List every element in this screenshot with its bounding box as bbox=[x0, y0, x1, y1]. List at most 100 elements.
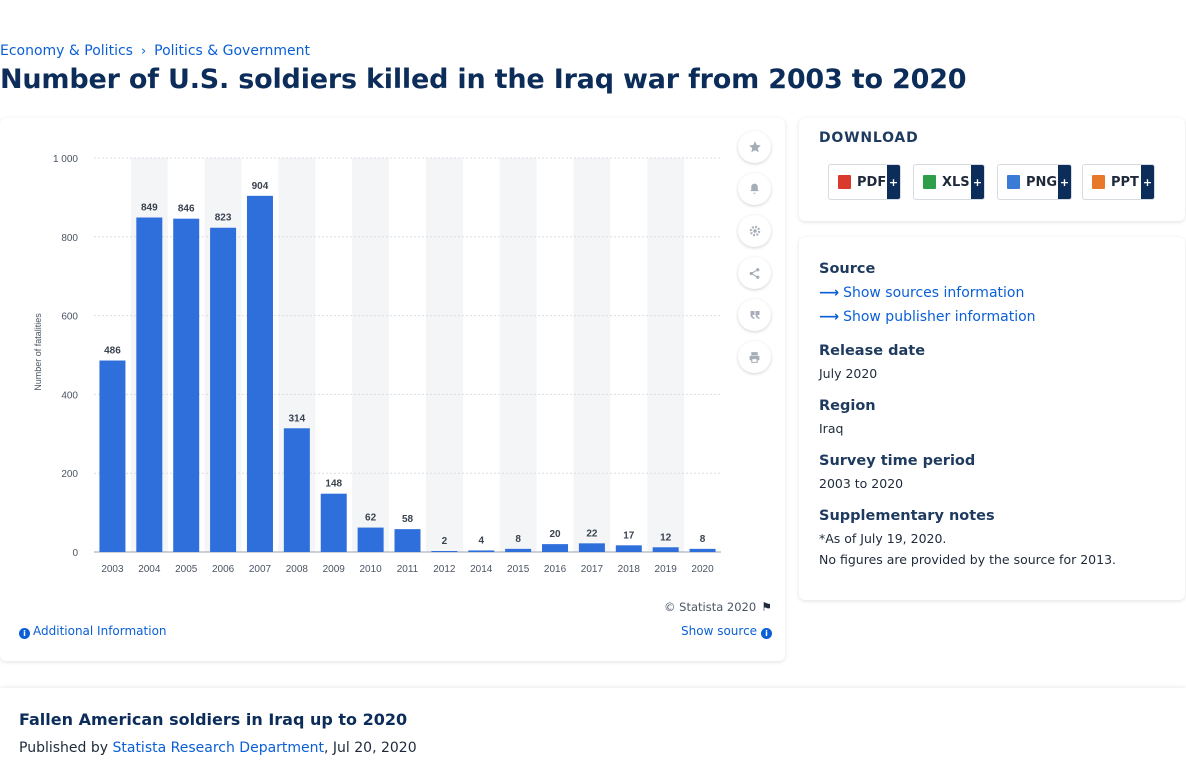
chart-band bbox=[499, 158, 537, 552]
supplementary-note-1: *As of July 19, 2020. bbox=[819, 531, 947, 546]
y-tick-label: 1 000 bbox=[53, 154, 78, 165]
flag-icon[interactable]: ⚑ bbox=[761, 600, 772, 614]
chart-band bbox=[425, 158, 463, 552]
published-by: Published by Statista Research Departmen… bbox=[19, 740, 417, 756]
show-sources-link[interactable]: ⟶ Show sources information bbox=[819, 285, 1024, 301]
survey-period-value: 2003 to 2020 bbox=[819, 476, 904, 491]
breadcrumb: Economy & Politics › Politics & Governme… bbox=[0, 43, 310, 59]
chart-band bbox=[647, 158, 685, 552]
breadcrumb-economy-politics[interactable]: Economy & Politics bbox=[0, 43, 133, 59]
bar-data-label: 904 bbox=[252, 181, 269, 192]
download-card: DOWNLOAD PDF + XLS + PNG + PPT + bbox=[799, 118, 1185, 221]
y-tick-label: 800 bbox=[61, 233, 78, 244]
x-tick-label: 2018 bbox=[618, 564, 641, 575]
y-tick-label: 400 bbox=[61, 390, 78, 401]
quote-icon bbox=[750, 311, 759, 319]
chart-bar bbox=[542, 544, 569, 552]
chart-bar bbox=[136, 217, 163, 552]
statistic-details-card: Source ⟶ Show sources information ⟶ Show p… bbox=[799, 237, 1185, 600]
ppt-file-icon bbox=[1092, 175, 1105, 189]
bar-data-label: 58 bbox=[402, 514, 414, 525]
chart-bar bbox=[320, 493, 347, 552]
x-tick-label: 2009 bbox=[323, 564, 346, 575]
pdf-file-icon bbox=[838, 175, 851, 189]
release-date-label: Release date bbox=[819, 343, 926, 359]
published-by-label: Published by bbox=[19, 740, 109, 756]
download-xls-button[interactable]: XLS + bbox=[913, 164, 985, 200]
x-tick-label: 2005 bbox=[175, 564, 198, 575]
x-tick-label: 2014 bbox=[470, 564, 493, 575]
x-tick-label: 2016 bbox=[544, 564, 567, 575]
publisher-link[interactable]: Statista Research Department bbox=[112, 740, 325, 756]
xls-plus-icon: + bbox=[971, 165, 984, 199]
download-ppt-label: PPT bbox=[1111, 174, 1139, 190]
supplementary-notes-label: Supplementary notes bbox=[819, 508, 995, 524]
show-sources-label: Show sources information bbox=[843, 285, 1025, 301]
bell-icon bbox=[750, 183, 759, 194]
x-tick-label: 2017 bbox=[581, 564, 604, 575]
favorite-button[interactable] bbox=[738, 131, 771, 163]
x-tick-label: 2003 bbox=[101, 564, 124, 575]
print-button[interactable] bbox=[738, 341, 771, 373]
chart-bar bbox=[357, 527, 384, 552]
gear-icon bbox=[749, 225, 760, 237]
x-tick-label: 2006 bbox=[212, 564, 235, 575]
chart-band bbox=[352, 158, 390, 552]
show-publisher-link[interactable]: ⟶ Show publisher information bbox=[819, 309, 1036, 325]
copyright-notice: © Statista 2020 ⚑ bbox=[664, 600, 772, 614]
pdf-plus-icon: + bbox=[887, 165, 900, 199]
download-ppt-button[interactable]: PPT + bbox=[1082, 164, 1155, 200]
x-tick-label: 2012 bbox=[433, 564, 456, 575]
bar-data-label: 20 bbox=[549, 529, 561, 540]
chart-bar bbox=[689, 548, 716, 552]
notification-button[interactable] bbox=[738, 173, 771, 205]
x-tick-label: 2019 bbox=[655, 564, 678, 575]
star-icon bbox=[748, 141, 761, 153]
bar-data-label: 22 bbox=[586, 528, 598, 539]
settings-button[interactable] bbox=[738, 215, 771, 247]
bar-data-label: 8 bbox=[515, 534, 521, 545]
cite-button[interactable] bbox=[738, 299, 771, 331]
chart-bar bbox=[210, 227, 237, 552]
png-file-icon bbox=[1007, 175, 1020, 189]
show-source-link[interactable]: Show source i bbox=[681, 624, 773, 639]
png-plus-icon: + bbox=[1058, 165, 1071, 199]
additional-info-link[interactable]: i Additional Information bbox=[19, 624, 167, 639]
download-pdf-button[interactable]: PDF + bbox=[828, 164, 901, 200]
show-publisher-label: Show publisher information bbox=[843, 309, 1036, 325]
bar-data-label: 486 bbox=[104, 346, 121, 357]
description-title: Fallen American soldiers in Iraq up to 2… bbox=[19, 710, 408, 729]
additional-info-label: Additional Information bbox=[33, 624, 167, 638]
bar-data-label: 148 bbox=[325, 479, 342, 490]
survey-period-label: Survey time period bbox=[819, 453, 976, 469]
breadcrumb-politics-government[interactable]: Politics & Government bbox=[154, 43, 310, 59]
chart-toolbar bbox=[738, 131, 771, 373]
show-source-label: Show source bbox=[681, 624, 758, 638]
share-button[interactable] bbox=[738, 257, 771, 289]
x-tick-label: 2011 bbox=[397, 564, 419, 575]
x-tick-label: 2008 bbox=[286, 564, 309, 575]
chart-bar bbox=[246, 195, 273, 552]
download-png-label: PNG bbox=[1026, 174, 1058, 190]
copyright-text: © Statista 2020 bbox=[664, 600, 757, 614]
info-icon: i bbox=[761, 628, 773, 639]
chart-bar bbox=[615, 545, 642, 552]
ppt-plus-icon: + bbox=[1141, 165, 1154, 199]
y-axis-label: Number of fatalities bbox=[33, 313, 43, 391]
chart-bar bbox=[578, 543, 605, 552]
chart-band bbox=[573, 158, 611, 552]
chart-bar bbox=[99, 360, 126, 552]
bar-data-label: 8 bbox=[700, 534, 706, 545]
download-png-button[interactable]: PNG + bbox=[997, 164, 1072, 200]
source-label: Source bbox=[819, 261, 876, 277]
chart-bar bbox=[468, 550, 495, 552]
arrow-right-icon: ⟶ bbox=[819, 285, 840, 301]
chart-bar bbox=[652, 547, 679, 552]
xls-file-icon bbox=[923, 175, 936, 189]
supplementary-note-2: No figures are provided by the source fo… bbox=[819, 552, 1117, 567]
x-tick-label: 2007 bbox=[249, 564, 272, 575]
arrow-right-icon: ⟶ bbox=[819, 309, 840, 325]
download-xls-label: XLS bbox=[942, 174, 970, 190]
download-pdf-label: PDF bbox=[857, 174, 887, 190]
